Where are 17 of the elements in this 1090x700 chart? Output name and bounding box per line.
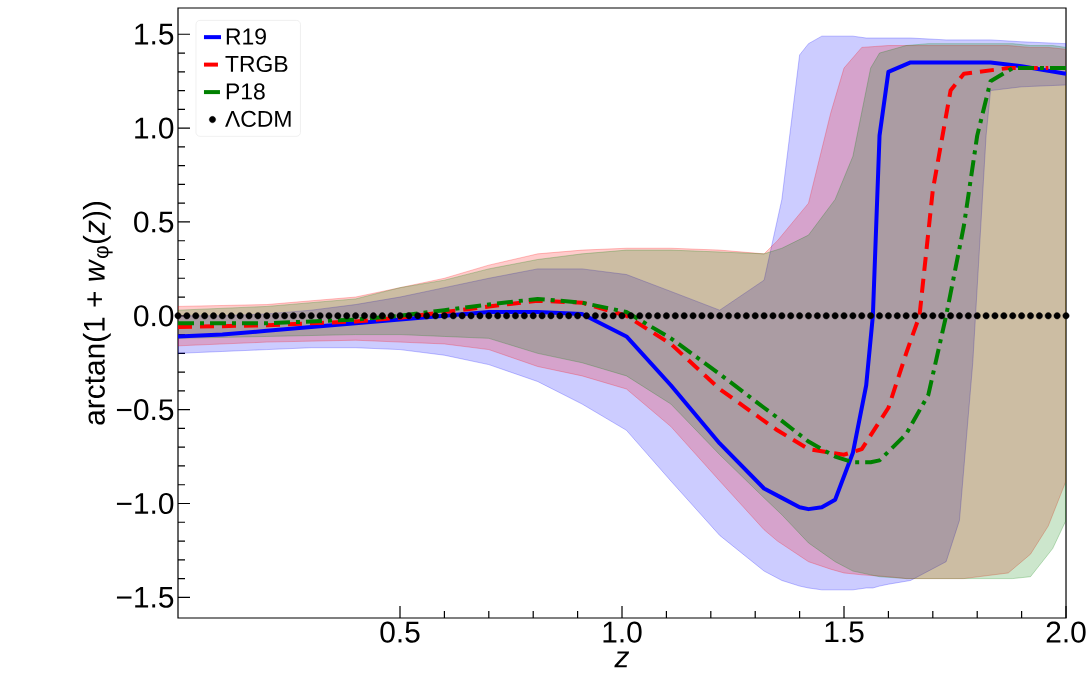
x-tick-label: 0.5	[380, 621, 420, 643]
legend-label: ΛCDM	[225, 110, 291, 128]
x-tick-label: 1.5	[825, 621, 864, 643]
y-tick-label: 1.0	[135, 117, 174, 139]
y-tick-label: −0.5	[116, 399, 174, 421]
legend-label: P18	[226, 83, 265, 100]
x-tick-label: 2.0	[1046, 621, 1086, 643]
y-tick-label: −1.5	[116, 586, 174, 608]
legend-label: TRGB	[225, 55, 288, 73]
x-tick-label: 1.0	[603, 621, 642, 643]
y-tick-label: 1.5	[135, 23, 174, 45]
y-tick-label: −1.0	[116, 492, 174, 515]
y-tick-label: 0.0	[134, 305, 174, 327]
y-tick-label: 0.5	[134, 211, 174, 233]
y-axis-title: arctan(1 + w$_{φ}$(z))	[82, 201, 113, 425]
x-axis-title: z	[614, 651, 630, 668]
legend-label: R19	[226, 28, 266, 45]
